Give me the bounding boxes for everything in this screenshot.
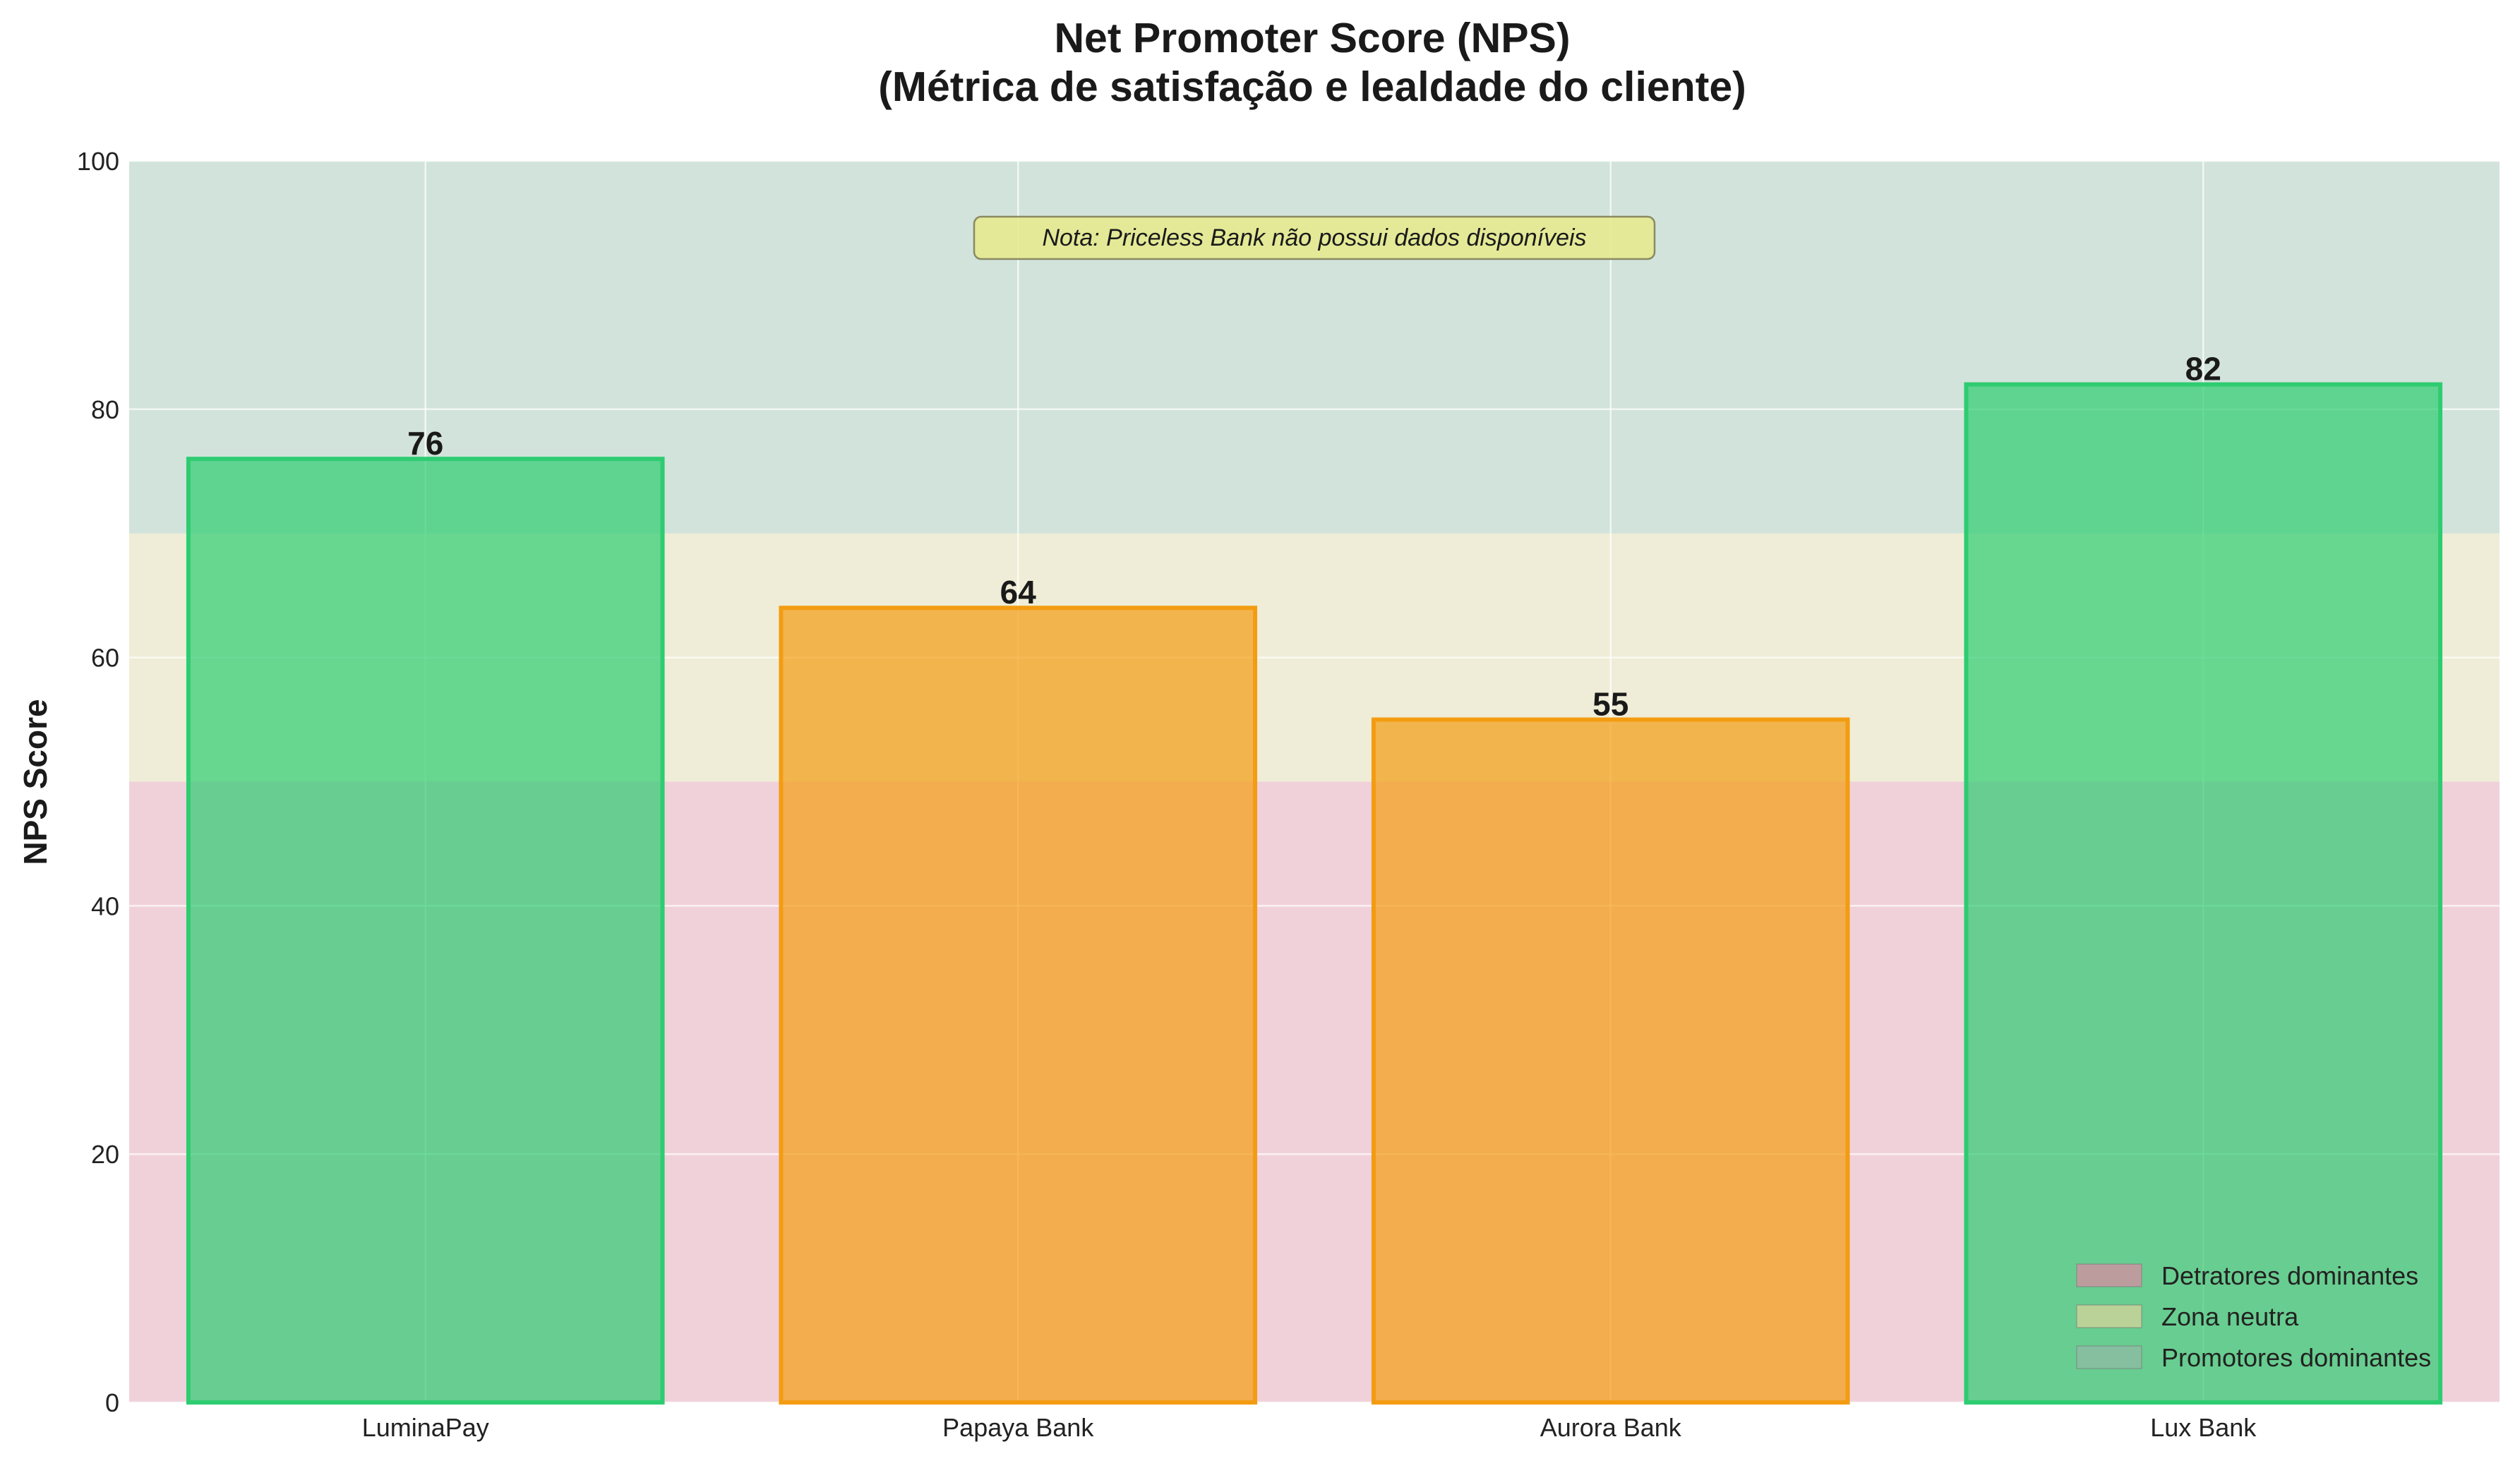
legend-swatch-2	[2076, 1345, 2142, 1369]
bar-0	[186, 457, 665, 1405]
legend: Detratores dominantes Zona neutra Promotor…	[2076, 1261, 2431, 1372]
y-tick-label-4: 80	[91, 395, 119, 424]
value-label-2: 55	[1592, 686, 1628, 723]
value-label-0: 76	[407, 425, 443, 462]
y-tick-label-3: 60	[91, 644, 119, 673]
y-tick-label-0: 0	[105, 1388, 119, 1417]
bars	[186, 382, 2443, 1405]
bar-1	[779, 606, 1258, 1405]
note-text: Nota: Priceless Bank não possui dados di…	[1042, 224, 1586, 251]
y-tick-label-1: 20	[91, 1140, 119, 1169]
legend-label-1: Zona neutra	[2161, 1302, 2299, 1331]
legend-label-2: Promotores dominantes	[2161, 1343, 2431, 1372]
y-tick-label-5: 100	[77, 147, 119, 176]
legend-label-0: Detratores dominantes	[2161, 1261, 2418, 1290]
x-tick-label-2: Aurora Bank	[1540, 1413, 1682, 1442]
y-tick-label-2: 40	[91, 891, 119, 920]
x-tick-label-3: Lux Bank	[2150, 1413, 2257, 1442]
y-axis-label: NPS Score	[17, 699, 54, 865]
note-box-background	[973, 215, 1656, 260]
x-tick-label-0: LuminaPay	[362, 1413, 489, 1442]
legend-swatch-0	[2076, 1263, 2142, 1287]
y-axis: 0 20 40 60 80 100	[77, 147, 119, 1417]
value-labels: 76 64 55 82	[407, 351, 2221, 723]
value-label-1: 64	[1000, 574, 1037, 611]
x-axis: LuminaPay Papaya Bank Aurora Bank Lux Bank	[362, 1413, 2257, 1442]
bar-2	[1371, 717, 1850, 1405]
chart-title-line-2: (Métrica de satisfação e lealdade do cli…	[878, 64, 1746, 110]
note-box: Nota: Priceless Bank não possui dados di…	[973, 215, 1656, 260]
x-tick-label-1: Papaya Bank	[942, 1413, 1094, 1442]
value-label-3: 82	[2185, 351, 2221, 387]
chart-title-line-1: Net Promoter Score (NPS)	[1054, 15, 1570, 61]
bar-3	[1964, 382, 2443, 1405]
legend-swatch-1	[2076, 1304, 2142, 1328]
